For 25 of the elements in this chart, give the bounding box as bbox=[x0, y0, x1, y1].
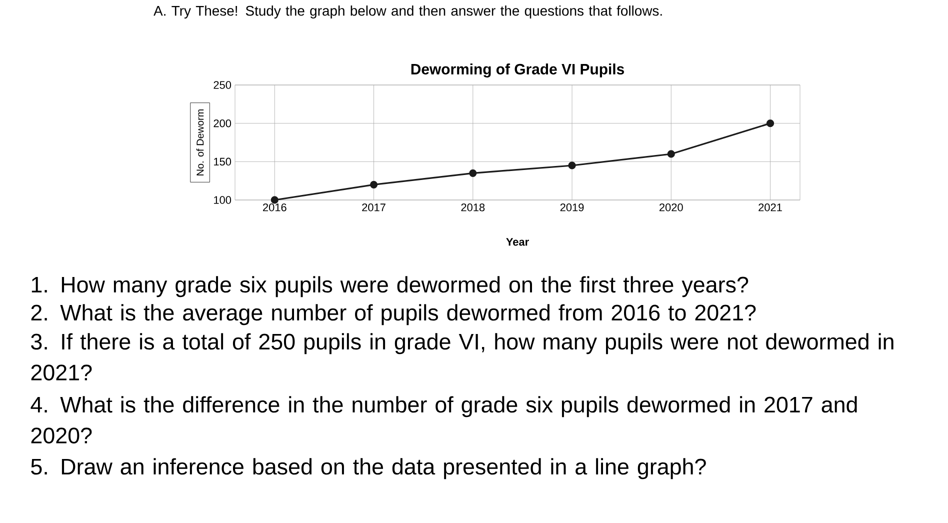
x-tick-label: 2020 bbox=[660, 204, 683, 212]
x-tick-label: 2016 bbox=[263, 204, 286, 212]
y-tick-label: 200 bbox=[214, 119, 232, 128]
text: 3. If there is a total of 250 pupils in grade VI, how many pupils were not dewormed in 2021? bbox=[31, 333, 894, 381]
point bbox=[568, 162, 576, 170]
x-tick-label: 2021 bbox=[758, 204, 782, 212]
y-tick-label: 100 bbox=[214, 196, 232, 204]
x-axis-title: Year bbox=[506, 238, 529, 246]
text: 5. Draw an inference based on the data presented in a line graph? bbox=[31, 458, 706, 480]
point bbox=[370, 180, 378, 188]
x-tick-label: 2018 bbox=[461, 204, 485, 212]
text: 1. How many grade six pupils were dewormed on the first three years? bbox=[32, 276, 748, 298]
text: 2. What is the average number of pupils dewormed from 2016 to 2021? bbox=[31, 304, 756, 326]
point bbox=[766, 120, 774, 128]
y-tick-label: 150 bbox=[214, 158, 232, 166]
text: 4. What is the difference in the number of grade six pupils dewormed in 2017 and 2020? bbox=[30, 396, 857, 444]
point bbox=[667, 150, 675, 158]
point bbox=[469, 169, 477, 177]
text: A. Try These! Study the graph below and then answer the questions that follows. bbox=[154, 6, 662, 19]
point bbox=[270, 196, 278, 204]
chart-title: Deworming of Grade VI Pupils bbox=[411, 63, 624, 78]
y-axis-title: No. of Deworm bbox=[196, 109, 204, 176]
x-tick-label: 2019 bbox=[560, 204, 584, 212]
x-tick-label: 2017 bbox=[362, 204, 386, 212]
y-tick-label: 250 bbox=[214, 81, 232, 89]
